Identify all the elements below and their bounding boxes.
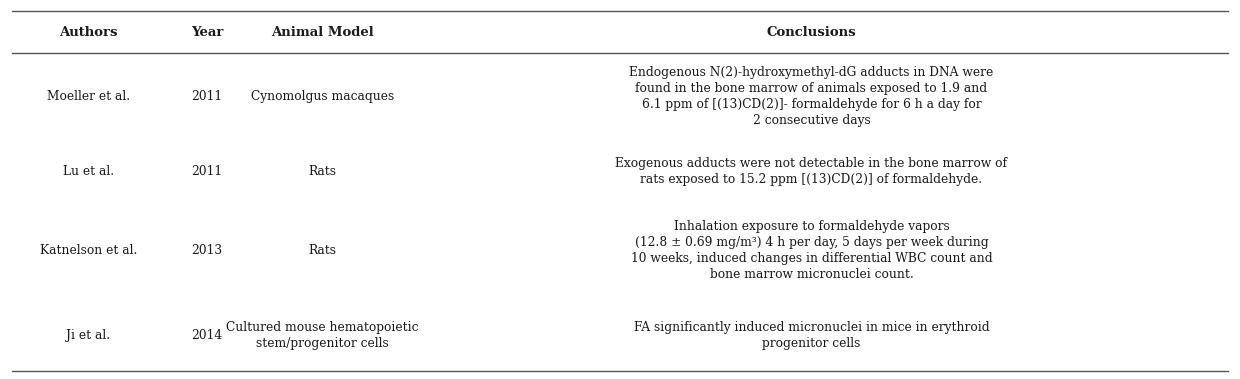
Text: Year: Year: [191, 25, 223, 39]
Text: Exogenous adducts were not detectable in the bone marrow of
rats exposed to 15.2: Exogenous adducts were not detectable in…: [615, 157, 1007, 186]
Text: Rats: Rats: [309, 165, 336, 178]
Text: Ji et al.: Ji et al.: [66, 329, 110, 342]
Text: 2013: 2013: [191, 244, 222, 257]
Text: Rats: Rats: [309, 244, 336, 257]
Text: Animal Model: Animal Model: [270, 25, 373, 39]
Text: Inhalation exposure to formaldehyde vapors
(12.8 ± 0.69 mg/m³) 4 h per day, 5 da: Inhalation exposure to formaldehyde vapo…: [631, 220, 992, 281]
Text: Moeller et al.: Moeller et al.: [47, 90, 130, 103]
Text: Cynomolgus macaques: Cynomolgus macaques: [250, 90, 394, 103]
Text: Lu et al.: Lu et al.: [63, 165, 114, 178]
Text: 2011: 2011: [191, 165, 222, 178]
Text: 2011: 2011: [191, 90, 222, 103]
Text: 2014: 2014: [191, 329, 222, 342]
Text: Cultured mouse hematopoietic
stem/progenitor cells: Cultured mouse hematopoietic stem/progen…: [226, 321, 419, 350]
Text: Katnelson et al.: Katnelson et al.: [40, 244, 138, 257]
Text: Authors: Authors: [60, 25, 118, 39]
Text: Endogenous N(2)-hydroxymethyl-dG adducts in DNA were
found in the bone marrow of: Endogenous N(2)-hydroxymethyl-dG adducts…: [629, 66, 993, 127]
Text: FA significantly induced micronuclei in mice in erythroid
progenitor cells: FA significantly induced micronuclei in …: [634, 321, 990, 350]
Text: Conclusions: Conclusions: [766, 25, 856, 39]
